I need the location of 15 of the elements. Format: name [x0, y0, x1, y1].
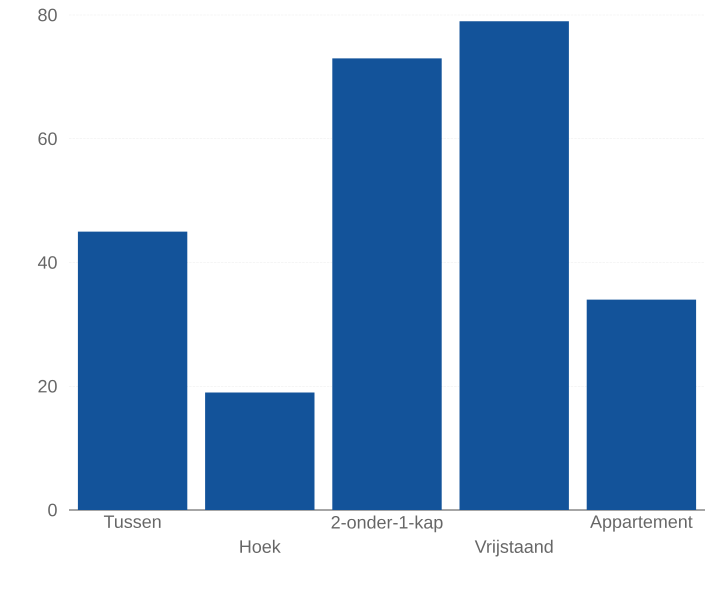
- bar: [332, 58, 442, 510]
- y-tick-label: 20: [38, 380, 57, 393]
- bar: [586, 300, 696, 510]
- y-tick-label: 40: [38, 256, 57, 269]
- x-tick-label: Tussen: [104, 516, 161, 528]
- y-tick-label: 0: [48, 504, 57, 516]
- bar: [460, 21, 569, 510]
- bar: [78, 232, 188, 510]
- x-tick-label: 2-onder-1-kap: [332, 516, 443, 532]
- x-tick-label: Hoek: [240, 540, 281, 553]
- x-tick-label: Vrijstaand: [474, 540, 553, 556]
- x-tick-label: Appartement: [590, 516, 693, 532]
- y-tick-label: 60: [38, 132, 57, 146]
- y-tick-label: 80: [38, 8, 57, 22]
- bar: [205, 392, 314, 510]
